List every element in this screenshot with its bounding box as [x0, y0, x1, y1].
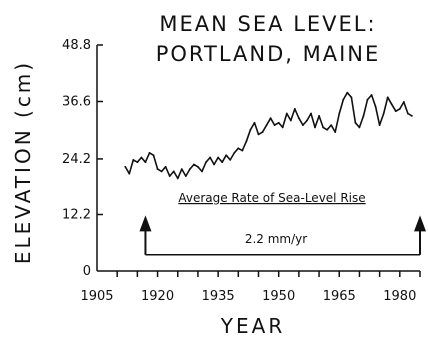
annotation-rate: 2.2 mm/yr: [245, 232, 307, 246]
x-tick-label: 1980: [383, 289, 416, 304]
data-point: [350, 96, 353, 99]
x-tick-label: 1950: [262, 289, 295, 304]
data-point: [237, 147, 240, 150]
data-point: [314, 126, 316, 129]
data-point: [261, 131, 264, 133]
data-point: [193, 163, 195, 166]
data-point: [241, 149, 244, 152]
data-point: [346, 91, 349, 94]
data-point: [201, 170, 203, 173]
data-point: [306, 119, 308, 122]
data-point: [132, 158, 135, 161]
data-point: [378, 124, 381, 127]
data-point: [326, 128, 329, 131]
data-point: [273, 124, 276, 127]
data-point: [342, 98, 345, 101]
data-point: [140, 156, 143, 159]
data-point: [184, 175, 187, 177]
y-tick-label: 24.2: [62, 152, 91, 167]
data-point: [148, 152, 151, 154]
data-point: [310, 112, 312, 115]
data-point: [370, 94, 373, 96]
chart-title: MEAN SEA LEVEL: PORTLAND, MAINE: [156, 12, 381, 66]
data-point: [213, 163, 215, 166]
data-point: [188, 168, 191, 171]
data-point: [390, 103, 393, 106]
data-point: [180, 168, 183, 171]
x-tick-label: 1920: [141, 289, 174, 304]
data-point: [229, 158, 232, 161]
data-point: [172, 170, 175, 173]
data-point: [160, 170, 163, 173]
data-point: [330, 124, 333, 127]
data-point: [265, 124, 268, 127]
data-point: [164, 165, 167, 168]
data-point: [354, 121, 357, 124]
data-point: [257, 133, 260, 136]
data-point: [374, 105, 377, 108]
data-point: [136, 161, 139, 164]
data-point: [322, 126, 324, 129]
data-point: [168, 175, 171, 177]
data-point: [225, 154, 228, 157]
annotation-label: Average Rate of Sea-Level Rise: [178, 191, 365, 205]
x-axis-label: YEAR: [220, 314, 285, 338]
data-point: [205, 161, 207, 164]
data-point: [318, 114, 320, 117]
rate-annotation: Average Rate of Sea-Level Rise 2.2 mm/yr: [139, 191, 426, 256]
data-point: [124, 165, 127, 168]
data-point: [269, 117, 272, 120]
title-line-2: PORTLAND, MAINE: [156, 42, 381, 66]
data-point: [297, 117, 300, 120]
y-axis-label: ELEVATION (cm): [11, 60, 35, 264]
title-line-1: MEAN SEA LEVEL:: [159, 12, 376, 36]
data-point: [402, 101, 405, 103]
data-point: [249, 128, 252, 131]
data-point: [394, 110, 397, 113]
data-point: [289, 119, 292, 122]
x-tick-label: 1935: [202, 289, 235, 304]
data-point: [293, 108, 296, 110]
data-point: [233, 152, 236, 154]
data-point: [285, 112, 288, 115]
data-point: [386, 96, 389, 99]
data-point: [281, 126, 284, 129]
data-point: [362, 114, 365, 117]
data-point: [277, 121, 280, 124]
data-point: [176, 177, 179, 180]
data-point: [217, 156, 220, 159]
data-point: [156, 168, 159, 171]
data-point: [398, 108, 401, 110]
data-point: [152, 154, 155, 157]
data-point: [144, 161, 147, 164]
data-point: [221, 161, 224, 164]
data-point: [338, 112, 341, 115]
y-tick-label: 12.2: [62, 208, 91, 223]
data-point: [366, 98, 369, 101]
data-point: [358, 126, 361, 129]
sea-level-series-line: [124, 91, 413, 180]
data-point: [406, 112, 409, 115]
data-point: [245, 140, 248, 143]
right-arrow-icon: [414, 215, 426, 232]
series-layer: [124, 91, 413, 180]
data-point: [382, 112, 385, 115]
x-tick-label: 1905: [80, 289, 113, 304]
left-arrow-icon: [139, 215, 152, 232]
data-point: [334, 131, 337, 133]
data-point: [209, 156, 211, 159]
y-tick-label: 48.8: [62, 38, 91, 53]
annotation-shapes: [139, 215, 426, 256]
x-tick-label: 1965: [323, 289, 356, 304]
data-point: [302, 124, 304, 127]
axes: 0 12.2 24.2 36.6 48.8 1905 1920 1935 1950 1965 198…: [62, 38, 421, 304]
y-tick-label: 36.6: [62, 95, 91, 110]
data-point: [253, 121, 256, 124]
data-point: [411, 114, 413, 117]
data-point: [197, 165, 199, 168]
y-tick-label: 0: [83, 264, 91, 279]
data-point: [128, 172, 131, 175]
